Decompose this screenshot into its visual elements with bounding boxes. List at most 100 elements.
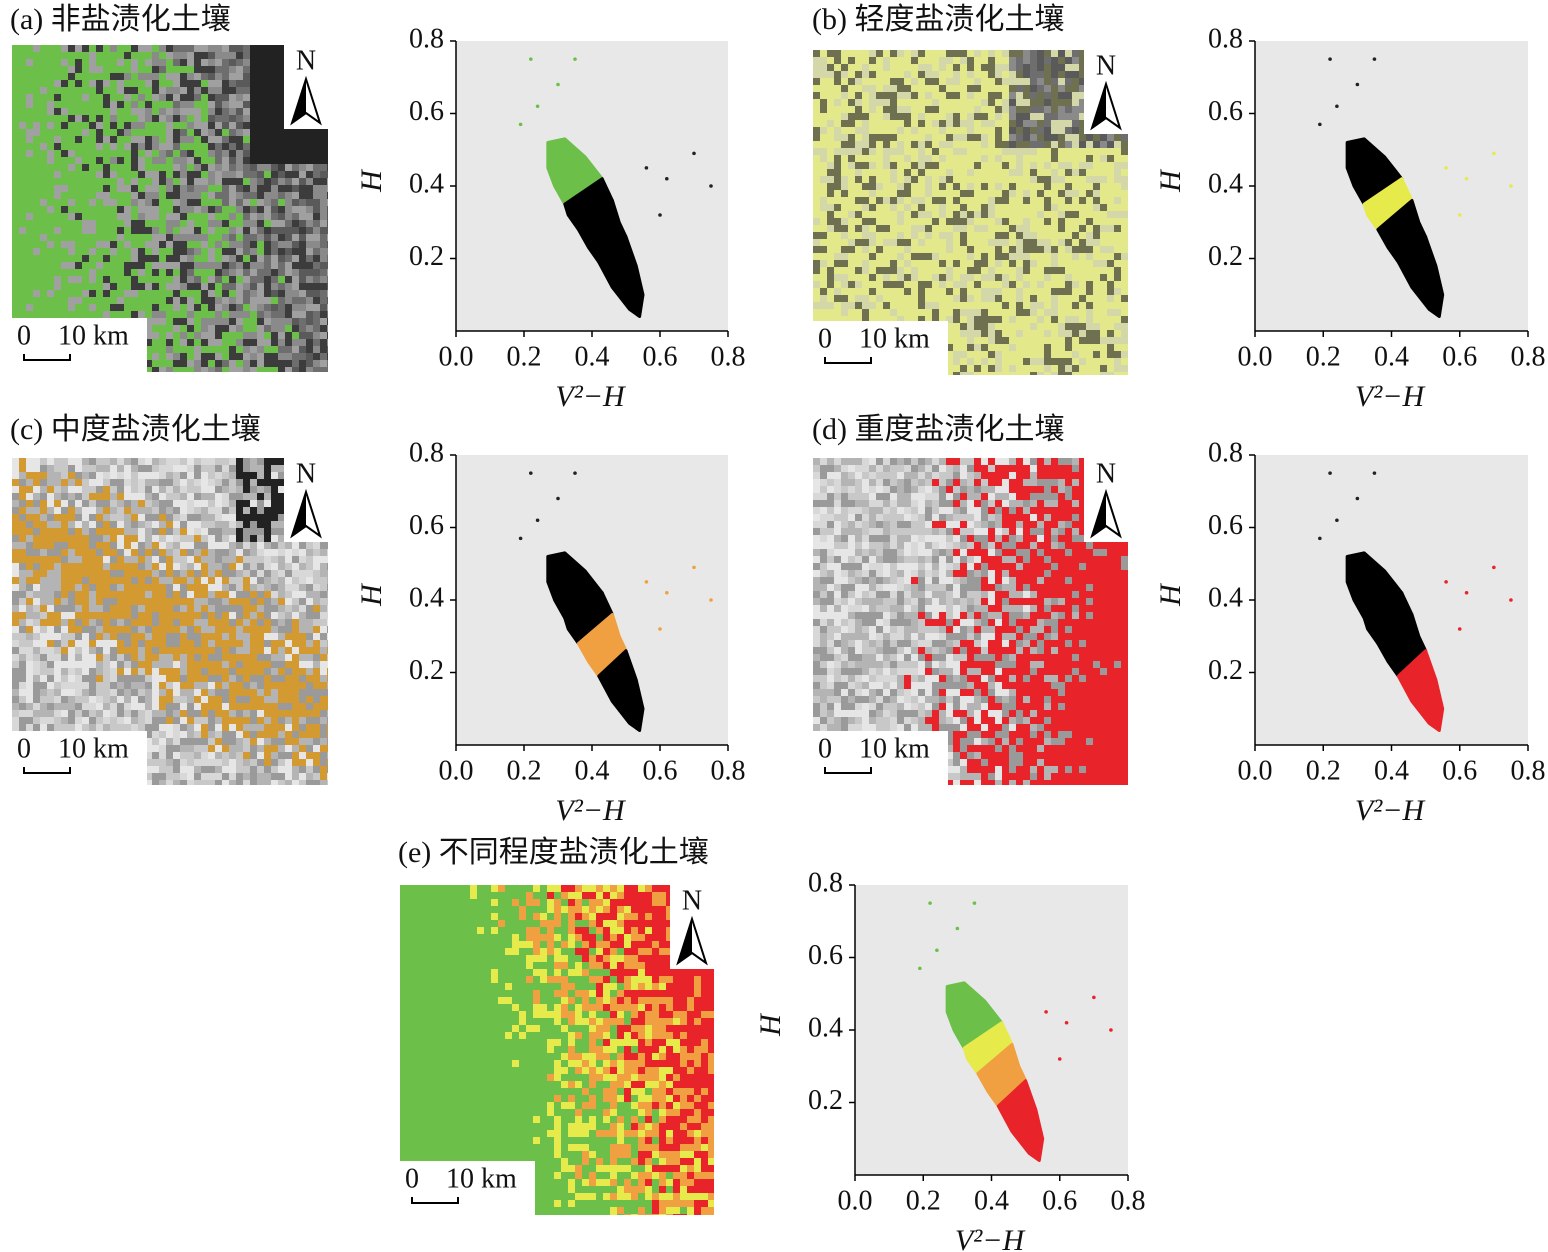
map-cell (981, 288, 988, 295)
map-cell (1051, 218, 1058, 225)
map-cell (820, 225, 827, 232)
map-cell (110, 59, 117, 66)
map-cell (1030, 225, 1037, 232)
map-cell (841, 162, 848, 169)
map-cell (890, 288, 897, 295)
map-cell (841, 134, 848, 141)
map-cell (1030, 253, 1037, 260)
map-cell (1058, 113, 1065, 120)
map-cell (110, 143, 117, 150)
map-cell (229, 255, 236, 262)
map-cell (47, 199, 54, 206)
map-cell (82, 66, 89, 73)
map-cell (1093, 358, 1100, 365)
map-cell (194, 59, 201, 66)
map-cell (54, 185, 61, 192)
map-cell (306, 542, 313, 549)
map-cell (215, 220, 222, 227)
map-cell (820, 141, 827, 148)
map-cell (876, 218, 883, 225)
map-cell (26, 535, 33, 542)
map-cell (159, 486, 166, 493)
map-cell (841, 85, 848, 92)
map-cell (236, 269, 243, 276)
map-cell (180, 122, 187, 129)
map-cell (988, 316, 995, 323)
map-cell (848, 92, 855, 99)
map-cell (138, 465, 145, 472)
map-cell (152, 220, 159, 227)
map-cell (33, 528, 40, 535)
map-cell (1002, 120, 1009, 127)
map-cell (264, 332, 271, 339)
map-cell (250, 290, 257, 297)
map-cell (1093, 302, 1100, 309)
map-cell (974, 85, 981, 92)
map-cell (26, 304, 33, 311)
map-cell (33, 493, 40, 500)
map-cell (939, 197, 946, 204)
map-cell (222, 213, 229, 220)
map-cell (110, 472, 117, 479)
map-cell (320, 157, 327, 164)
map-cell (257, 493, 264, 500)
map-cell (145, 514, 152, 521)
map-cell (855, 197, 862, 204)
map-cell (61, 87, 68, 94)
map-cell (117, 73, 124, 80)
map-cell (264, 150, 271, 157)
map-cell (264, 45, 271, 52)
map-cell (306, 304, 313, 311)
map-cell (201, 143, 208, 150)
map-cell (208, 360, 215, 367)
map-cell (12, 479, 19, 486)
map-cell (848, 309, 855, 316)
map-cell (47, 101, 54, 108)
map-cell (876, 85, 883, 92)
map-cell (925, 127, 932, 134)
map-cell (1051, 253, 1058, 260)
map-cell (967, 281, 974, 288)
map-cell (264, 87, 271, 94)
map-cell (264, 458, 271, 465)
map-cell (820, 92, 827, 99)
map-cell (285, 234, 292, 241)
map-cell (208, 227, 215, 234)
map-cell (110, 80, 117, 87)
map-cell (974, 218, 981, 225)
map-cell (320, 332, 327, 339)
map-cell (264, 528, 271, 535)
map-cell (201, 185, 208, 192)
map-cell (960, 71, 967, 78)
map-cell (960, 260, 967, 267)
map-cell (194, 458, 201, 465)
map-cell (306, 206, 313, 213)
map-cell (883, 127, 890, 134)
map-cell (26, 108, 33, 115)
map-cell (862, 141, 869, 148)
map-cell (138, 507, 145, 514)
map-cell (855, 253, 862, 260)
map-cell (1016, 204, 1023, 211)
map-cell (96, 192, 103, 199)
map-cell (327, 206, 328, 213)
map-cell (995, 155, 1002, 162)
map-cell (848, 134, 855, 141)
map-cell (904, 218, 911, 225)
map-cell (201, 150, 208, 157)
map-cell (222, 262, 229, 269)
map-cell (813, 190, 820, 197)
map-cell (1009, 330, 1016, 337)
map-cell (1121, 330, 1128, 337)
map-cell (1016, 127, 1023, 134)
map-cell (131, 66, 138, 73)
map-cell (236, 199, 243, 206)
map-cell (1030, 197, 1037, 204)
map-cell (159, 73, 166, 80)
map-cell (1093, 295, 1100, 302)
map-cell (918, 218, 925, 225)
map-cell (995, 295, 1002, 302)
map-cell (1058, 246, 1065, 253)
map-cell (946, 57, 953, 64)
map-cell (19, 297, 26, 304)
